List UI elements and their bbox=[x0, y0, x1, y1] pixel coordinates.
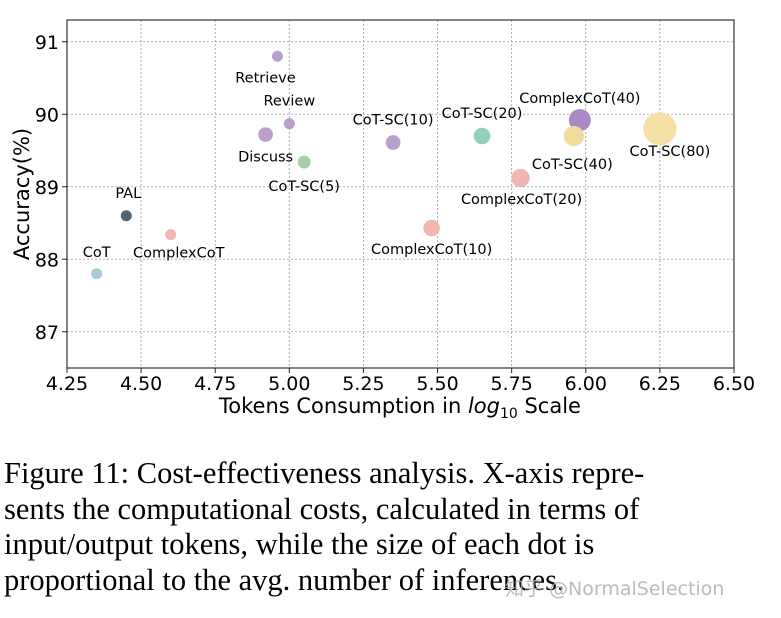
data-point bbox=[271, 50, 283, 62]
x-axis-label-suffix: Scale bbox=[518, 394, 581, 418]
data-point bbox=[283, 118, 295, 130]
point-label: ComplexCoT(10) bbox=[371, 242, 492, 258]
data-point bbox=[511, 168, 530, 188]
data-point bbox=[297, 155, 311, 169]
x-axis-label: Tokens Consumption in log10 Scale bbox=[218, 394, 581, 422]
x-tick-label: 6.00 bbox=[565, 373, 607, 395]
x-tick-label: 5.25 bbox=[342, 373, 384, 395]
scatter-chart: 4.25 4.50 4.75 5.00 5.25 5.50 5.75 6.00 6.25 6.50… bbox=[10, 19, 755, 422]
x-axis-label-prefix: Tokens Consumption in bbox=[218, 394, 468, 418]
data-point bbox=[643, 112, 677, 146]
point-label: PAL bbox=[115, 186, 141, 202]
y-tick-label: 88 bbox=[35, 249, 59, 271]
y-tick-label: 89 bbox=[35, 177, 59, 199]
y-tick-label: 91 bbox=[35, 32, 59, 54]
chart-canvas: 4.25 4.50 4.75 5.00 5.25 5.50 5.75 6.00 6.25 6.50… bbox=[10, 19, 755, 422]
y-tick-label: 90 bbox=[35, 104, 59, 126]
point-labels: CoT PAL ComplexCoT Retrieve Review Discuss CoT… bbox=[83, 70, 711, 261]
point-label: ComplexCoT(20) bbox=[461, 192, 582, 208]
x-tick-label: 4.75 bbox=[194, 373, 236, 395]
y-axis-label: Accuracy(%) bbox=[10, 128, 34, 260]
data-point bbox=[91, 268, 103, 280]
data-point bbox=[120, 210, 132, 222]
caption-line: proportional to the avg. number of infer… bbox=[4, 562, 565, 597]
figure-caption: Figure 11: Cost-effectiveness analysis. … bbox=[4, 456, 774, 598]
point-label: ComplexCoT bbox=[133, 246, 225, 262]
x-tick-label: 5.00 bbox=[268, 373, 310, 395]
data-point bbox=[385, 135, 401, 150]
point-label: CoT-SC(20) bbox=[442, 106, 523, 122]
data-point bbox=[568, 109, 591, 132]
point-label: CoT-SC(10) bbox=[353, 113, 434, 129]
x-axis-label-log: log bbox=[468, 394, 500, 418]
data-point bbox=[473, 127, 491, 145]
x-tick-label: 6.25 bbox=[639, 373, 681, 395]
data-point bbox=[563, 125, 585, 147]
x-tick-label: 5.75 bbox=[491, 373, 533, 395]
point-label: CoT-SC(5) bbox=[268, 179, 340, 195]
x-tick-label: 4.50 bbox=[120, 373, 162, 395]
caption-line: input/output tokens, while the size of e… bbox=[4, 527, 595, 561]
y-tick-label: 87 bbox=[35, 322, 59, 344]
data-point bbox=[165, 229, 177, 241]
caption-line: Figure 11: Cost-effectiveness analysis. … bbox=[4, 456, 645, 490]
x-tick-label: 6.50 bbox=[713, 373, 755, 395]
caption-line: sents the computational costs, calculate… bbox=[4, 491, 640, 526]
x-tick-label: 5.50 bbox=[416, 373, 458, 395]
x-axis-label-sub: 10 bbox=[500, 406, 518, 422]
watermark: 知乎 @NormalSelection bbox=[505, 578, 725, 600]
plot-frame bbox=[66, 19, 735, 369]
data-point bbox=[258, 127, 273, 142]
grid bbox=[67, 20, 734, 368]
data-point bbox=[423, 219, 440, 237]
point-label: CoT-SC(80) bbox=[629, 144, 710, 160]
point-label: Review bbox=[263, 94, 315, 110]
point-label: CoT bbox=[83, 245, 111, 261]
axis-ticks: 4.25 4.50 4.75 5.00 5.25 5.50 5.75 6.00 6.25 6.50… bbox=[35, 32, 755, 395]
point-label: ComplexCoT(40) bbox=[519, 91, 640, 107]
point-label: CoT-SC(40) bbox=[532, 157, 613, 173]
point-label: Retrieve bbox=[235, 70, 296, 86]
point-label: Discuss bbox=[238, 150, 293, 166]
data-points bbox=[91, 50, 677, 280]
x-tick-label: 4.25 bbox=[46, 373, 88, 395]
